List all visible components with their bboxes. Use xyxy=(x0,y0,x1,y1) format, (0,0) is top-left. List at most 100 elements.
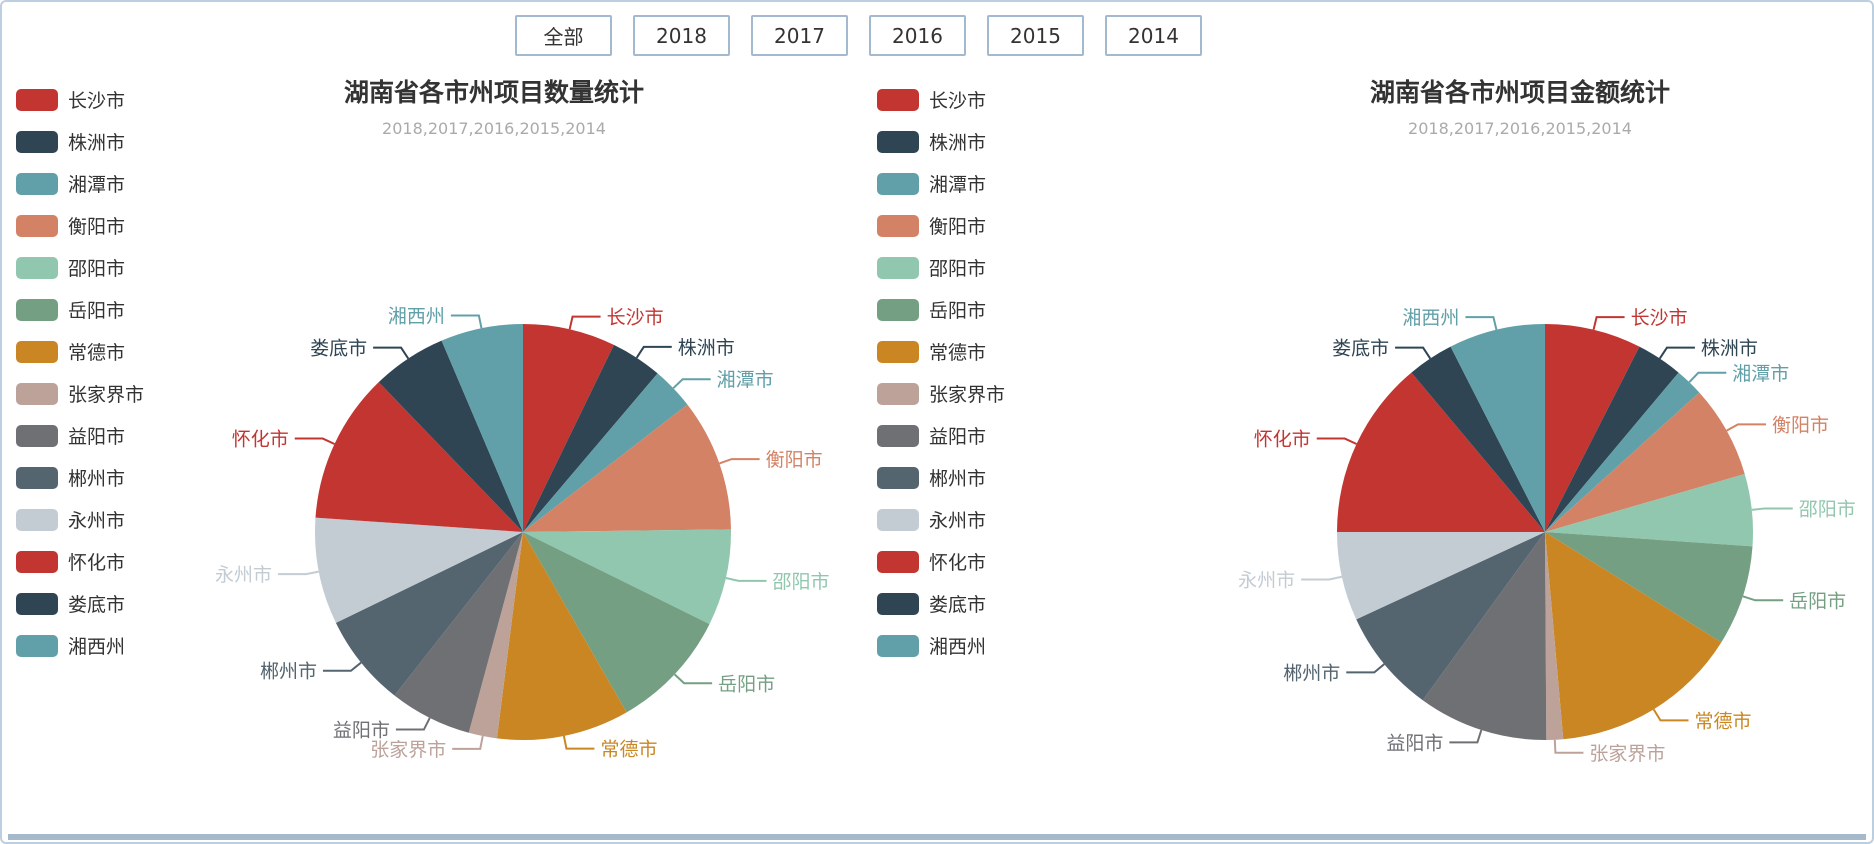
legend-swatch xyxy=(16,298,58,321)
legend-label: 张家界市 xyxy=(68,384,145,406)
legend-item-怀化市[interactable]: 怀化市 xyxy=(16,548,144,575)
legend-item-娄底市[interactable]: 娄底市 xyxy=(877,590,1005,617)
legend-label: 长沙市 xyxy=(929,90,987,112)
pie-slice-长沙市[interactable] xyxy=(1545,324,1640,532)
pie-slice-怀化市[interactable] xyxy=(315,382,523,532)
legend-swatch xyxy=(16,214,58,237)
legend-item-衡阳市[interactable]: 衡阳市 xyxy=(16,212,144,239)
filter-button-all[interactable]: 全部 xyxy=(515,15,612,56)
pie-slice-郴州市[interactable] xyxy=(1356,532,1545,701)
legend-item-常德市[interactable]: 常德市 xyxy=(877,338,1005,365)
legend-swatch xyxy=(16,424,58,447)
pie-slice-益阳市[interactable] xyxy=(394,532,523,733)
legend-item-湘潭市[interactable]: 湘潭市 xyxy=(877,170,1005,197)
pie-slice-湘潭市[interactable] xyxy=(523,373,688,532)
pie-slice-永州市[interactable] xyxy=(1337,532,1545,620)
legend-item-岳阳市[interactable]: 岳阳市 xyxy=(16,296,144,323)
slice-label-湘潭市: 湘潭市 xyxy=(1732,363,1789,385)
pie-slice-怀化市[interactable] xyxy=(1337,372,1545,532)
pie-slice-邵阳市[interactable] xyxy=(1545,473,1753,547)
pie-slice-张家界市[interactable] xyxy=(1545,532,1564,740)
slice-label-永州市: 永州市 xyxy=(1238,570,1295,592)
legend-label: 湘潭市 xyxy=(68,174,126,196)
filter-button-2018[interactable]: 2018 xyxy=(633,15,730,56)
pie-slice-衡阳市[interactable] xyxy=(1545,392,1745,532)
legend-item-张家界市[interactable]: 张家界市 xyxy=(16,380,144,407)
legend-swatch xyxy=(16,256,58,279)
legend-label: 衡阳市 xyxy=(68,216,126,238)
pie-slice-岳阳市[interactable] xyxy=(1545,532,1753,643)
legend-swatch xyxy=(877,382,919,405)
bottom-scrollbar[interactable] xyxy=(8,834,1866,840)
legend-swatch xyxy=(877,508,919,531)
slice-label-怀化市: 怀化市 xyxy=(1254,429,1311,451)
pie-slice-张家界市[interactable] xyxy=(468,532,523,739)
chart-title: 湖南省各市州项目数量统计 xyxy=(343,78,645,107)
pie-slice-株洲市[interactable] xyxy=(1545,346,1679,532)
pie-slice-常德市[interactable] xyxy=(496,532,627,741)
legend-item-益阳市[interactable]: 益阳市 xyxy=(16,422,144,449)
legend-item-长沙市[interactable]: 长沙市 xyxy=(16,86,144,113)
filter-button-2016[interactable]: 2016 xyxy=(869,15,966,56)
legend-swatch xyxy=(877,256,919,279)
legend-label: 湘西州 xyxy=(68,636,126,658)
chart-header: 湖南省各市州项目金额统计 2018,2017,2016,2015,2014 xyxy=(1370,73,1670,138)
legend-item-株洲市[interactable]: 株洲市 xyxy=(877,128,1005,155)
legend-item-长沙市[interactable]: 长沙市 xyxy=(877,86,1005,113)
legend-item-张家界市[interactable]: 张家界市 xyxy=(877,380,1005,407)
legend-label: 益阳市 xyxy=(68,426,126,448)
legend-swatch xyxy=(16,382,58,405)
pie-slice-郴州市[interactable] xyxy=(335,532,523,696)
pie-slice-永州市[interactable] xyxy=(315,517,523,623)
pie-slice-常德市[interactable] xyxy=(1545,532,1722,740)
slice-label-常德市: 常德市 xyxy=(1694,710,1751,732)
legend-label: 邵阳市 xyxy=(68,258,126,280)
legend-item-湘西州[interactable]: 湘西州 xyxy=(16,632,144,659)
pie-slice-湘潭市[interactable] xyxy=(1545,372,1700,532)
legend-item-永州市[interactable]: 永州市 xyxy=(16,506,144,533)
legend-item-益阳市[interactable]: 益阳市 xyxy=(877,422,1005,449)
pie-slice-株洲市[interactable] xyxy=(523,344,658,532)
filter-button-2015[interactable]: 2015 xyxy=(987,15,1084,56)
filter-button-2014[interactable]: 2014 xyxy=(1105,15,1202,56)
pie-slice-益阳市[interactable] xyxy=(1422,532,1547,741)
pie-slice-娄底市[interactable] xyxy=(378,340,523,532)
label-leader-line xyxy=(1465,316,1498,330)
legend-item-郴州市[interactable]: 郴州市 xyxy=(16,464,144,491)
legend-swatch xyxy=(877,88,919,111)
label-leader-line xyxy=(1652,708,1689,722)
pie-slice-长沙市[interactable] xyxy=(523,324,614,532)
chart-subtitle: 2018,2017,2016,2015,2014 xyxy=(382,119,606,138)
legend-item-株洲市[interactable]: 株洲市 xyxy=(16,128,144,155)
legend-item-湘潭市[interactable]: 湘潭市 xyxy=(16,170,144,197)
legend-item-怀化市[interactable]: 怀化市 xyxy=(877,548,1005,575)
legend-swatch xyxy=(16,130,58,153)
legend-item-永州市[interactable]: 永州市 xyxy=(877,506,1005,533)
legend-item-娄底市[interactable]: 娄底市 xyxy=(16,590,144,617)
pie-slice-娄底市[interactable] xyxy=(1411,346,1545,532)
legend-item-湘西州[interactable]: 湘西州 xyxy=(877,632,1005,659)
legend-item-常德市[interactable]: 常德市 xyxy=(16,338,144,365)
slice-label-娄底市: 娄底市 xyxy=(1332,338,1389,360)
legend-label: 岳阳市 xyxy=(68,300,126,322)
legend-item-邵阳市[interactable]: 邵阳市 xyxy=(16,254,144,281)
pie-slice-衡阳市[interactable] xyxy=(523,404,731,532)
legend: 长沙市株洲市湘潭市衡阳市邵阳市岳阳市常德市张家界市益阳市郴州市永州市怀化市娄底市… xyxy=(16,86,144,674)
pie-slice-湘西州[interactable] xyxy=(441,324,523,532)
slice-label-衡阳市: 衡阳市 xyxy=(1772,414,1829,436)
legend-label: 永州市 xyxy=(68,510,126,532)
legend-swatch xyxy=(877,172,919,195)
label-leader-line xyxy=(1553,739,1584,754)
chart-header: 湖南省各市州项目数量统计 2018,2017,2016,2015,2014 xyxy=(344,73,644,138)
year-filter-row: 全部 2018 2017 2016 2015 2014 xyxy=(515,15,1202,56)
pie-slice-邵阳市[interactable] xyxy=(523,529,731,625)
legend-label: 娄底市 xyxy=(929,594,987,616)
filter-button-2017[interactable]: 2017 xyxy=(751,15,848,56)
legend-item-郴州市[interactable]: 郴州市 xyxy=(877,464,1005,491)
pie-slice-岳阳市[interactable] xyxy=(523,532,710,713)
legend-item-邵阳市[interactable]: 邵阳市 xyxy=(877,254,1005,281)
legend-item-岳阳市[interactable]: 岳阳市 xyxy=(877,296,1005,323)
legend-item-衡阳市[interactable]: 衡阳市 xyxy=(877,212,1005,239)
pie-slice-湘西州[interactable] xyxy=(1450,324,1545,532)
